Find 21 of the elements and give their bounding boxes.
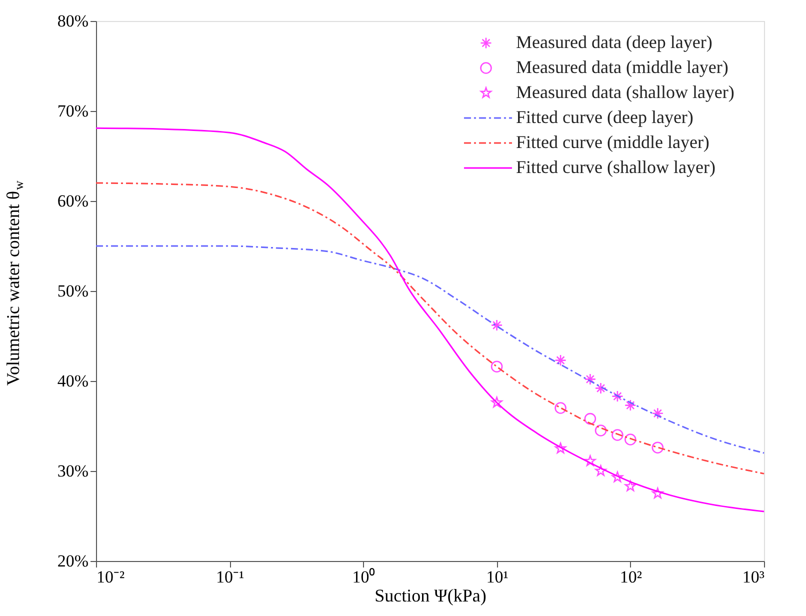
y-tick-label: 20% — [57, 552, 88, 570]
y-tick-label: 60% — [57, 192, 88, 210]
legend-label: Measured data (middle layer) — [516, 57, 728, 77]
y-tick-label: 30% — [57, 462, 88, 480]
legend-label: Fitted curve (shallow layer) — [516, 157, 716, 177]
y-tick-label: 40% — [57, 372, 88, 390]
y-tick-label: 70% — [57, 102, 88, 120]
y-axis-title: Volumetric water content θw — [3, 180, 26, 386]
x-tick-label: 10² — [620, 568, 642, 586]
legend-label: Measured data (deep layer) — [516, 32, 712, 52]
x-tick-label: 10¹ — [486, 568, 508, 586]
legend-label: Fitted curve (middle layer) — [516, 132, 710, 152]
y-tick-label: 80% — [57, 12, 88, 30]
y-tick-label: 50% — [57, 282, 88, 300]
x-tick-label: 10⁻² — [96, 568, 125, 586]
x-tick-label: 10³ — [742, 568, 764, 586]
x-tick-label: 10⁻¹ — [216, 568, 244, 586]
x-axis-title: Suction Ψ(kPa) — [374, 586, 486, 606]
legend-label: Fitted curve (deep layer) — [516, 107, 694, 127]
x-tick-label: 10⁰ — [352, 568, 376, 586]
legend-label: Measured data (shallow layer) — [516, 82, 734, 102]
